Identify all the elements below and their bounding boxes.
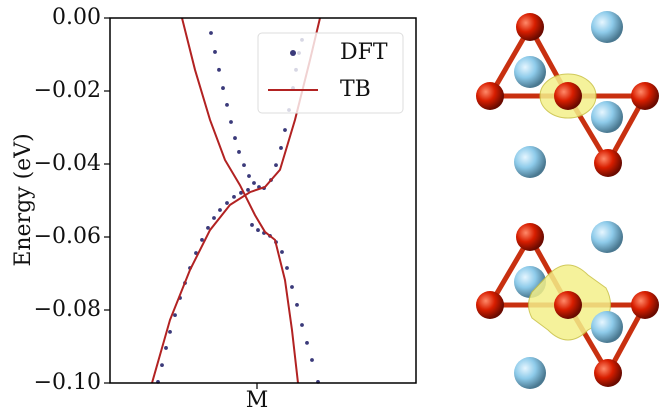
dft-point (212, 216, 216, 220)
plot: −0.10 −0.08 −0.06 −0.04 −0.02 0.00 M DFT TB (34, 5, 403, 409)
dft-point (217, 68, 221, 72)
dft-point (242, 163, 246, 167)
y-tick-label: 0.00 (52, 5, 101, 30)
dft-point (160, 363, 164, 367)
dft-point (290, 285, 294, 289)
structure-bottom (476, 221, 659, 389)
y-tick-label: −0.02 (34, 78, 101, 103)
dft-point (252, 181, 256, 185)
dft-point (246, 188, 250, 192)
dft-point (232, 195, 236, 199)
dft-point (279, 146, 283, 150)
legend-marker (290, 50, 296, 56)
y-tick-label: −0.10 (34, 370, 101, 395)
dft-point (274, 163, 278, 167)
dft-point (164, 346, 168, 350)
dft-point (250, 223, 254, 227)
y-tick-label: −0.04 (34, 151, 101, 176)
legend-label: DFT (340, 40, 388, 65)
dft-point (221, 86, 225, 90)
y-axis-label: Energy (eV) (11, 133, 36, 266)
dft-point (218, 208, 222, 212)
dft-point (233, 136, 237, 140)
x-tick-label: M (246, 388, 269, 409)
dft-point (256, 228, 260, 232)
dft-point (209, 31, 213, 35)
dft-point (173, 313, 177, 317)
dft-point (310, 358, 314, 362)
dft-point (168, 330, 172, 334)
dft-point (300, 323, 304, 327)
figure: Energy (eV) −0.10 −0.08 −0.06 −0.04 −0.02 0.0… (0, 0, 660, 409)
structure-top (476, 11, 659, 178)
y-tick-label: −0.08 (34, 297, 101, 322)
page: {"chart_data":{"type":"line","y_label":"… (0, 0, 660, 409)
dft-point (285, 266, 289, 270)
dft-point (247, 174, 251, 178)
dft-point (225, 201, 229, 205)
dft-point (283, 128, 287, 132)
legend-label: TB (340, 77, 371, 102)
dft-point (237, 150, 241, 154)
dft-point (225, 103, 229, 107)
y-tick-label: −0.06 (34, 224, 101, 249)
dft-point (206, 226, 210, 230)
dft-point (229, 120, 233, 124)
dft-point (295, 303, 299, 307)
dft-point (213, 50, 217, 54)
dft-point (280, 250, 284, 254)
dft-point (305, 341, 309, 345)
